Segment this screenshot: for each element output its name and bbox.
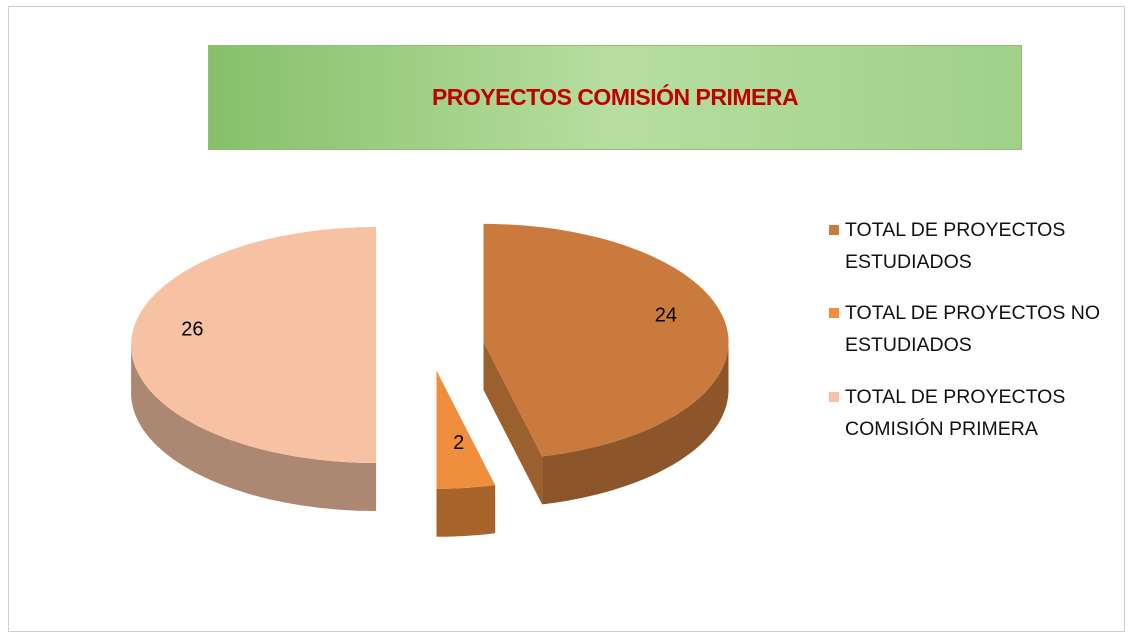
- slice: [436, 370, 496, 537]
- chart-frame: [8, 6, 1125, 632]
- legend-label: TOTAL DE PROYECTOS NO ESTUDIADOS: [845, 302, 1100, 356]
- slice-top: [131, 227, 377, 463]
- legend-swatch: [829, 308, 839, 318]
- slice-wall: [542, 341, 729, 505]
- slice-wall: [436, 485, 496, 537]
- legend-label: TOTAL DE PROYECTOS COMISIÓN PRIMERA: [845, 386, 1066, 440]
- slice: [483, 223, 729, 505]
- data-label: 26: [181, 318, 203, 340]
- legend-label: TOTAL DE PROYECTOS ESTUDIADOS: [845, 219, 1066, 273]
- slice-top: [436, 370, 496, 489]
- slice-wall: [131, 345, 377, 511]
- data-label: 24: [655, 304, 677, 326]
- legend-swatch: [829, 225, 839, 235]
- legend-swatch: [829, 392, 839, 402]
- slice-side: [483, 341, 543, 505]
- legend-item: TOTAL DE PROYECTOS ESTUDIADOS: [829, 214, 1104, 278]
- slice-top: [483, 223, 729, 457]
- legend-item: TOTAL DE PROYECTOS NO ESTUDIADOS: [829, 297, 1104, 361]
- legend-item: TOTAL DE PROYECTOS COMISIÓN PRIMERA: [829, 381, 1104, 445]
- data-label: 2: [453, 432, 464, 454]
- chart-title: PROYECTOS COMISIÓN PRIMERA: [208, 45, 1022, 150]
- slice: [131, 227, 377, 511]
- pie-chart: 24 2 26: [131, 223, 729, 537]
